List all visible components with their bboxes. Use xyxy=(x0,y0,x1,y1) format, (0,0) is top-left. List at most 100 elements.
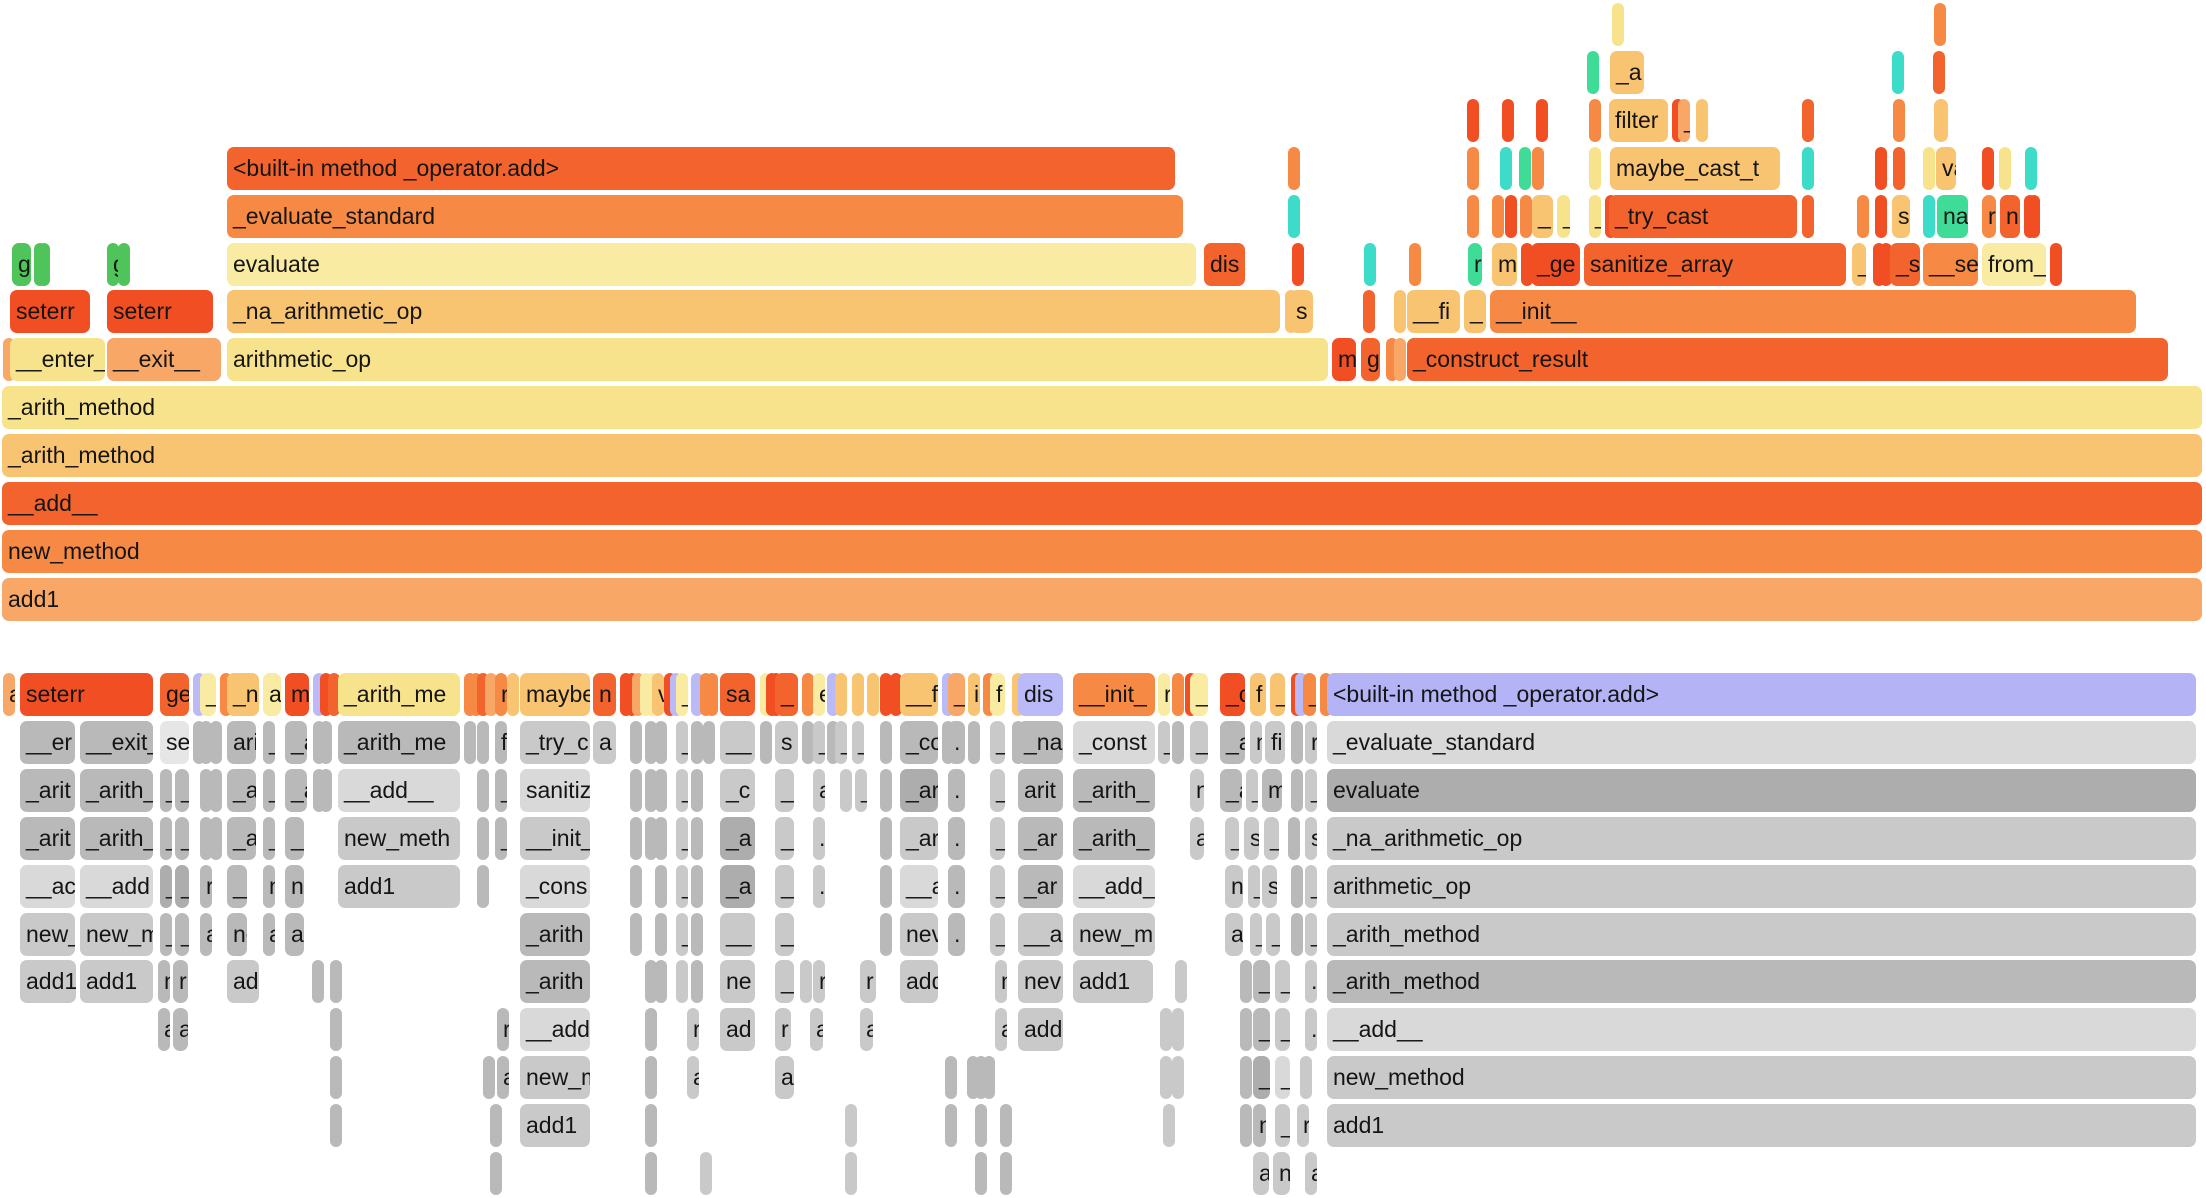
flame-frame[interactable]: _a xyxy=(227,816,256,860)
flame-frame-sliver[interactable] xyxy=(1880,242,1892,286)
flame-frame[interactable]: _arith_ xyxy=(1073,816,1155,860)
flame-frame[interactable]: fi xyxy=(1265,720,1285,764)
flame-frame[interactable]: _ xyxy=(1190,720,1208,764)
flame-frame-sliver[interactable] xyxy=(645,768,657,812)
flame-frame-sliver[interactable] xyxy=(975,1152,987,1195)
flame-frame[interactable]: __exit__ xyxy=(107,338,221,382)
flame-frame[interactable]: _ xyxy=(775,768,794,812)
flame-frame[interactable]: _a xyxy=(1220,768,1242,812)
flame-frame-sliver[interactable] xyxy=(645,720,657,764)
flame-frame-sliver[interactable] xyxy=(645,1008,657,1052)
flame-frame-sliver[interactable] xyxy=(483,1056,495,1100)
flame-frame[interactable]: n xyxy=(1250,720,1262,764)
flame-frame[interactable]: _ xyxy=(1253,1056,1270,1100)
flame-frame[interactable]: _ xyxy=(775,816,794,860)
flame-frame-sliver[interactable] xyxy=(1696,98,1708,142)
flame-frame-sliver[interactable] xyxy=(852,673,864,716)
flame-frame[interactable]: _ xyxy=(1305,768,1317,812)
flame-frame-sliver[interactable] xyxy=(945,1056,957,1100)
flame-frame[interactable]: i xyxy=(968,673,980,716)
flame-frame[interactable]: . xyxy=(948,864,965,908)
flame-frame-sliver[interactable] xyxy=(630,864,642,908)
flame-frame[interactable]: __init_ xyxy=(1073,673,1155,716)
flame-frame-sliver[interactable] xyxy=(1520,194,1532,238)
flame-frame[interactable]: n xyxy=(263,864,275,908)
flame-frame-sliver[interactable] xyxy=(1500,146,1512,190)
flame-frame[interactable]: _try_c xyxy=(520,720,590,764)
flame-frame[interactable] xyxy=(655,768,667,812)
flame-frame[interactable]: . xyxy=(948,912,965,956)
flame-frame-sliver[interactable] xyxy=(1288,194,1300,238)
flame-frame-sliver[interactable] xyxy=(330,1008,342,1052)
flame-frame-sliver[interactable] xyxy=(477,768,489,812)
flame-frame[interactable]: _ xyxy=(1250,912,1262,956)
flame-frame-sliver[interactable] xyxy=(1587,50,1599,94)
flame-frame[interactable]: ari xyxy=(227,720,256,764)
flame-frame-sliver[interactable] xyxy=(200,816,212,860)
flame-frame[interactable]: n xyxy=(2000,194,2020,238)
flame-frame[interactable]: _co xyxy=(900,720,938,764)
flame-frame-sliver[interactable] xyxy=(1291,864,1303,908)
flame-frame[interactable]: . xyxy=(948,816,965,860)
flame-frame[interactable]: _s xyxy=(1890,242,1920,286)
flame-frame[interactable]: e xyxy=(813,673,825,716)
flame-frame[interactable]: r xyxy=(1468,242,1482,286)
flame-frame[interactable]: maybe xyxy=(520,673,590,716)
flame-frame[interactable]: r xyxy=(775,1008,791,1052)
flame-frame[interactable]: _ xyxy=(990,816,1005,860)
flame-frame[interactable]: g xyxy=(12,242,31,286)
flame-frame[interactable]: _ xyxy=(1464,290,1486,334)
flame-frame-sliver[interactable] xyxy=(200,720,212,764)
flame-frame[interactable]: _ xyxy=(175,912,189,956)
flame-frame-sliver[interactable] xyxy=(1893,146,1905,190)
flame-frame[interactable]: sanitize_array xyxy=(1584,242,1846,286)
flame-frame-sliver[interactable] xyxy=(200,768,212,812)
flame-frame[interactable]: seterr xyxy=(20,673,153,716)
flame-frame[interactable]: add1 xyxy=(2,577,2202,621)
flame-frame[interactable]: . xyxy=(1305,1008,1317,1052)
flame-frame-sliver[interactable] xyxy=(210,816,222,860)
flame-frame[interactable]: ne xyxy=(1225,864,1243,908)
flame-frame[interactable]: a xyxy=(813,768,825,812)
flame-frame-sliver[interactable] xyxy=(968,720,980,764)
flame-frame[interactable]: s xyxy=(1305,816,1317,860)
flame-frame-sliver[interactable] xyxy=(312,960,324,1004)
flame-frame[interactable]: _ xyxy=(775,864,794,908)
flame-frame-sliver[interactable] xyxy=(1172,1008,1184,1052)
flame-frame-sliver[interactable] xyxy=(1000,1104,1012,1148)
flame-frame[interactable]: _a xyxy=(1610,50,1644,94)
flame-frame[interactable]: _ xyxy=(990,912,1005,956)
flame-frame-sliver[interactable] xyxy=(676,960,688,1004)
flame-frame[interactable]: _try_cast xyxy=(1609,194,1797,238)
flame-frame[interactable]: a xyxy=(263,673,281,716)
flame-frame[interactable]: _ar xyxy=(900,768,938,812)
flame-frame-sliver[interactable] xyxy=(835,673,847,716)
flame-frame[interactable]: a xyxy=(860,1008,873,1052)
flame-frame[interactable]: _ xyxy=(1190,673,1208,716)
flame-frame[interactable]: _ xyxy=(160,816,172,860)
flame-frame[interactable]: __ xyxy=(227,864,247,908)
flame-frame[interactable]: _ xyxy=(676,864,688,908)
flame-frame[interactable]: __init_ xyxy=(520,816,590,860)
flame-frame-sliver[interactable] xyxy=(1999,146,2011,190)
flame-frame-sliver[interactable] xyxy=(1467,146,1479,190)
flame-frame[interactable]: _ xyxy=(855,768,867,812)
flame-frame-sliver[interactable] xyxy=(645,816,657,860)
flame-frame[interactable]: n xyxy=(995,960,1007,1004)
flame-frame-sliver[interactable] xyxy=(1934,3,1946,46)
flame-frame[interactable]: __init__ xyxy=(1490,290,2136,334)
flame-frame[interactable]: _ xyxy=(852,720,864,764)
flame-frame[interactable]: _a xyxy=(285,768,307,812)
flame-frame[interactable]: _ xyxy=(676,816,688,860)
flame-frame[interactable]: _ xyxy=(1305,864,1317,908)
flame-frame-sliver[interactable] xyxy=(1612,3,1624,46)
flame-frame[interactable]: _construct_result xyxy=(1407,338,2168,382)
flame-frame-sliver[interactable] xyxy=(890,673,902,716)
flame-frame-sliver[interactable] xyxy=(880,816,892,860)
flame-frame[interactable]: _a xyxy=(227,768,256,812)
flame-frame[interactable]: __add__ xyxy=(1327,1008,2196,1052)
flame-frame-sliver[interactable] xyxy=(700,1152,712,1195)
flame-frame[interactable]: . xyxy=(813,864,825,908)
flame-frame[interactable]: _arit xyxy=(20,768,75,812)
flame-frame[interactable]: s xyxy=(1290,290,1313,334)
